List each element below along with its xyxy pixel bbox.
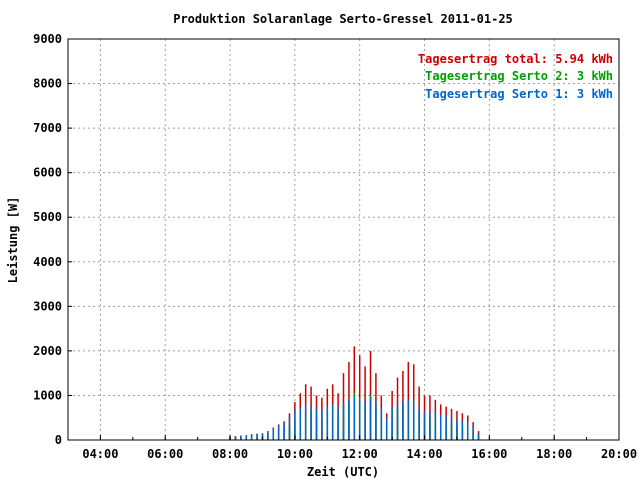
- legend-entry-total: Tagesertrag total: 5.94 kWh: [418, 52, 613, 66]
- y-tick-label: 2000: [33, 344, 62, 358]
- x-tick-label: 18:00: [536, 447, 572, 461]
- x-tick-label: 16:00: [471, 447, 507, 461]
- x-tick-labels: 04:00 06:00 08:00 10:00 12:00 14:00 16:00 18:00…: [82, 447, 637, 461]
- bar-serto-1: [240, 435, 242, 440]
- bar-serto-1: [277, 425, 280, 440]
- grid: [68, 39, 619, 440]
- bar-serto-1: [342, 402, 345, 440]
- bar-serto-1: [337, 407, 339, 440]
- bar-serto-1: [245, 435, 248, 440]
- bar-serto-1: [364, 401, 366, 440]
- x-tick-label: 12:00: [342, 447, 378, 461]
- bar-serto-1: [439, 415, 442, 440]
- bar-serto-1: [321, 409, 323, 440]
- legend: Tagesertrag total: 5.94 kWh Tagesertrag …: [418, 52, 613, 101]
- bar-serto-1: [418, 407, 420, 440]
- plot-frame: [67, 38, 620, 441]
- ticks: [67, 38, 620, 441]
- x-tick-label: 20:00: [601, 447, 637, 461]
- bar-serto-1: [234, 435, 237, 440]
- y-tick-label: 5000: [33, 210, 62, 224]
- chart-title: Produktion Solaranlage Serto-Gressel 201…: [173, 12, 513, 26]
- bar-serto-1: [385, 417, 388, 440]
- bars: [229, 346, 480, 440]
- legend-entry-serto-1: Tagesertrag Serto 1: 3 kWh: [425, 87, 613, 101]
- bar-serto-1: [434, 413, 437, 440]
- bar-serto-1: [326, 406, 329, 440]
- bar-serto-1: [461, 420, 464, 440]
- bar-serto-1: [423, 411, 426, 440]
- bar-serto-1: [267, 431, 269, 440]
- x-tick-label: 06:00: [147, 447, 183, 461]
- bar-serto-1: [331, 404, 334, 440]
- bar-serto-1: [304, 404, 307, 440]
- bar-serto-1: [472, 426, 474, 440]
- y-tick-label: 3000: [33, 299, 62, 313]
- bar-serto-1: [380, 408, 383, 440]
- bar-serto-1: [250, 434, 253, 440]
- bar-serto-1: [358, 399, 361, 440]
- x-tick-label: 14:00: [406, 447, 442, 461]
- bar-serto-1: [391, 407, 393, 440]
- bar-serto-1: [407, 399, 410, 440]
- y-axis-label: Leistung [W]: [6, 197, 20, 284]
- y-tick-labels: 0 1000 2000 3000 4000 5000 6000 7000 8000 9000: [33, 32, 62, 447]
- bar-serto-1: [348, 399, 350, 440]
- y-tick-label: 8000: [33, 77, 62, 91]
- x-axis-label: Zeit (UTC): [307, 465, 379, 479]
- x-tick-label: 04:00: [82, 447, 118, 461]
- bar-serto-1: [283, 423, 285, 440]
- bar-serto-1: [477, 433, 480, 440]
- bar-serto-1: [466, 422, 469, 440]
- legend-entry-serto-2: Tagesertrag Serto 2: 3 kWh: [425, 69, 613, 83]
- bar-serto-1: [288, 416, 291, 440]
- bar-serto-1: [261, 433, 264, 440]
- bar-serto-1: [429, 411, 431, 440]
- bar-serto-1: [272, 428, 275, 440]
- bar-serto-1: [450, 417, 453, 440]
- bar-serto-1: [310, 405, 312, 440]
- y-tick-label: 0: [55, 433, 62, 447]
- x-tick-label: 08:00: [212, 447, 248, 461]
- bar-serto-1: [315, 408, 318, 440]
- bar-serto-1: [375, 402, 377, 440]
- bar-serto-1: [256, 433, 258, 440]
- x-tick-label: 10:00: [277, 447, 313, 461]
- bar-serto-1: [456, 419, 458, 440]
- y-tick-label: 6000: [33, 166, 62, 180]
- bar-serto-1: [369, 398, 372, 440]
- bar-serto-1: [353, 397, 356, 440]
- bar-serto-1: [402, 401, 404, 440]
- bar-serto-1: [412, 400, 415, 440]
- y-tick-label: 7000: [33, 121, 62, 135]
- bar-serto-1: [299, 407, 302, 440]
- y-tick-label: 4000: [33, 255, 62, 269]
- y-tick-label: 9000: [33, 32, 62, 46]
- y-tick-label: 1000: [33, 388, 62, 402]
- bar-serto-1: [396, 403, 399, 440]
- bar-serto-1: [445, 416, 447, 440]
- bar-serto-1: [294, 411, 296, 440]
